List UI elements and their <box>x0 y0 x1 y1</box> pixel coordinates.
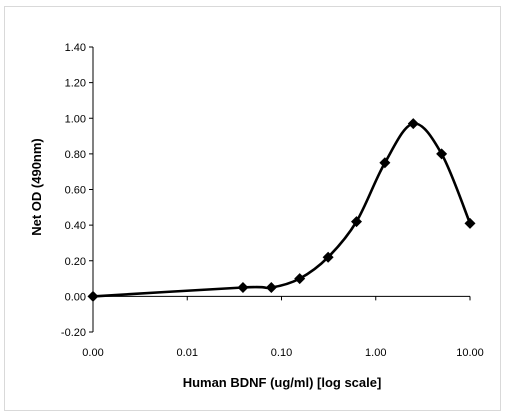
series-line <box>92 122 472 298</box>
y-tick-label: 0.00 <box>65 291 86 303</box>
x-tick-label: 0.01 <box>177 347 198 359</box>
data-point <box>294 273 306 285</box>
y-tick-label: -0.20 <box>61 327 86 339</box>
data-point <box>237 281 249 293</box>
y-tick-label: 1.00 <box>65 113 86 125</box>
data-point <box>464 217 476 229</box>
y-axis-title: Net OD (490nm) <box>29 138 44 236</box>
data-point <box>436 148 448 160</box>
y-tick-label: 0.20 <box>65 256 86 268</box>
y-tick-label: 0.80 <box>65 149 86 161</box>
data-point <box>265 281 277 293</box>
y-tick-label: 0.60 <box>65 185 86 197</box>
data-point <box>87 290 99 302</box>
data-points-group <box>87 118 476 302</box>
chart-frame <box>4 6 501 411</box>
y-tick-label: 0.40 <box>65 220 86 232</box>
data-point <box>379 157 391 169</box>
x-tick-label: 1.00 <box>365 347 386 359</box>
x-axis-title: Human BDNF (ug/ml) [log scale] <box>183 375 382 390</box>
x-ticks-group: 0.00 0.01 0.10 1.00 10.00 <box>82 296 484 359</box>
x-tick-label: 0.00 <box>82 347 103 359</box>
x-tick-label: 10.00 <box>456 347 484 359</box>
data-point <box>407 118 419 130</box>
x-tick-label: 0.10 <box>271 347 292 359</box>
data-point <box>351 216 363 228</box>
data-point <box>322 251 334 263</box>
axes-group <box>92 47 470 332</box>
y-ticks-group: -0.20 0.00 0.20 0.40 0.60 0.80 1.00 1.20 1.40 <box>61 42 93 339</box>
y-tick-label: 1.40 <box>65 42 86 54</box>
y-tick-label: 1.20 <box>65 78 86 90</box>
